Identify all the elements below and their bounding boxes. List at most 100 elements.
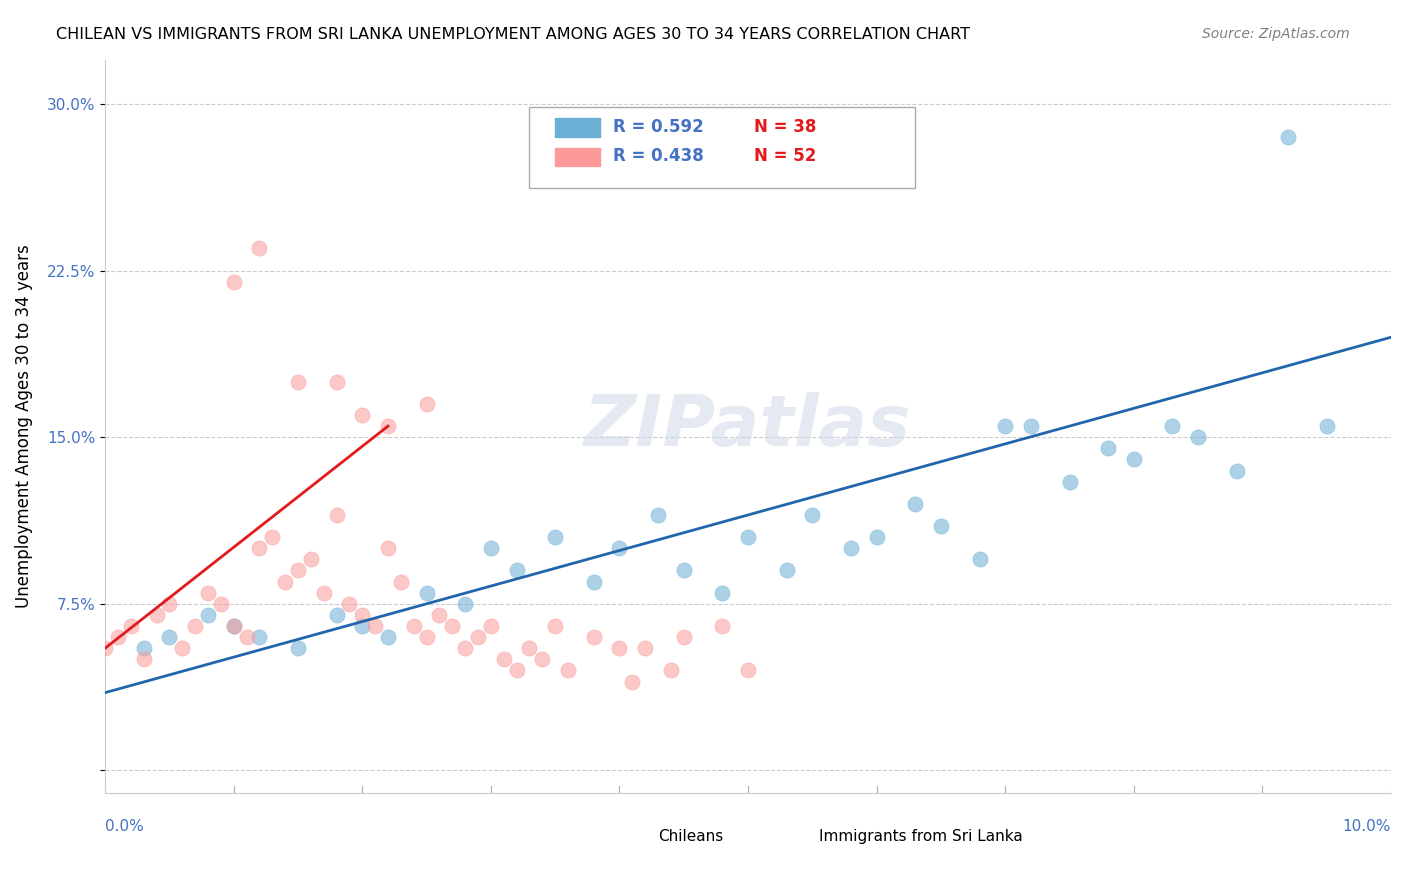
Point [454, 641, 477, 656]
Point [429, 607, 451, 622]
Point [775, 564, 797, 578]
Point [609, 541, 631, 556]
Point [287, 564, 309, 578]
Point [454, 597, 477, 611]
Point [325, 607, 347, 622]
Point [377, 630, 399, 644]
Point [1097, 442, 1119, 456]
Point [1187, 430, 1209, 444]
Point [287, 375, 309, 389]
Text: 0.0%: 0.0% [105, 819, 143, 834]
Text: N = 52: N = 52 [755, 147, 817, 165]
Point [364, 619, 387, 633]
Text: Source: ZipAtlas.com: Source: ZipAtlas.com [1202, 27, 1350, 41]
Point [492, 652, 515, 666]
Point [582, 630, 605, 644]
FancyBboxPatch shape [530, 107, 915, 188]
Point [197, 607, 219, 622]
Point [1161, 419, 1184, 434]
Point [132, 652, 155, 666]
Point [711, 619, 734, 633]
Point [609, 641, 631, 656]
Point [352, 408, 374, 422]
Point [389, 574, 412, 589]
Point [94, 641, 117, 656]
FancyBboxPatch shape [613, 830, 645, 847]
Point [249, 630, 271, 644]
Point [737, 664, 759, 678]
Point [262, 530, 284, 544]
Point [929, 519, 952, 533]
Point [479, 619, 502, 633]
Point [235, 630, 257, 644]
Point [197, 585, 219, 599]
Point [339, 597, 361, 611]
Point [866, 530, 889, 544]
Point [157, 630, 180, 644]
Text: 10.0%: 10.0% [1343, 819, 1391, 834]
Point [531, 652, 554, 666]
Point [505, 564, 527, 578]
Point [415, 585, 437, 599]
Point [184, 619, 207, 633]
Point [672, 564, 695, 578]
Point [299, 552, 322, 566]
Point [352, 619, 374, 633]
Y-axis label: Unemployment Among Ages 30 to 34 years: Unemployment Among Ages 30 to 34 years [15, 244, 32, 608]
Point [352, 607, 374, 622]
Point [287, 641, 309, 656]
Point [145, 607, 167, 622]
Point [274, 574, 297, 589]
Point [249, 541, 271, 556]
Point [415, 397, 437, 411]
Point [1122, 452, 1144, 467]
Point [801, 508, 824, 522]
Point [325, 375, 347, 389]
Point [467, 630, 489, 644]
Point [157, 597, 180, 611]
Text: R = 0.592: R = 0.592 [613, 118, 704, 136]
Point [222, 619, 245, 633]
Point [969, 552, 991, 566]
Point [120, 619, 142, 633]
Text: N = 38: N = 38 [755, 118, 817, 136]
Point [107, 630, 129, 644]
Point [441, 619, 464, 633]
Text: Immigrants from Sri Lanka: Immigrants from Sri Lanka [818, 829, 1022, 844]
Point [402, 619, 425, 633]
Point [582, 574, 605, 589]
Point [1019, 419, 1042, 434]
Text: CHILEAN VS IMMIGRANTS FROM SRI LANKA UNEMPLOYMENT AMONG AGES 30 TO 34 YEARS CORR: CHILEAN VS IMMIGRANTS FROM SRI LANKA UNE… [56, 27, 970, 42]
Point [222, 275, 245, 289]
Point [647, 508, 669, 522]
Point [762, 163, 785, 178]
Point [621, 674, 644, 689]
Text: Chileans: Chileans [658, 829, 723, 844]
Point [312, 585, 335, 599]
Text: ZIPatlas: ZIPatlas [585, 392, 911, 460]
Point [377, 541, 399, 556]
Point [415, 630, 437, 644]
Point [505, 664, 527, 678]
Point [904, 497, 927, 511]
Point [132, 641, 155, 656]
Text: R = 0.438: R = 0.438 [613, 147, 704, 165]
Point [672, 630, 695, 644]
Point [1316, 419, 1339, 434]
Point [839, 541, 862, 556]
Point [544, 619, 567, 633]
Point [377, 419, 399, 434]
FancyBboxPatch shape [555, 119, 600, 136]
Point [519, 641, 541, 656]
Point [659, 664, 682, 678]
Point [222, 619, 245, 633]
Point [479, 541, 502, 556]
Point [1277, 130, 1299, 145]
Point [1059, 475, 1081, 489]
Point [737, 530, 759, 544]
FancyBboxPatch shape [780, 830, 813, 847]
Point [209, 597, 232, 611]
Point [544, 530, 567, 544]
Point [325, 508, 347, 522]
Point [711, 585, 734, 599]
